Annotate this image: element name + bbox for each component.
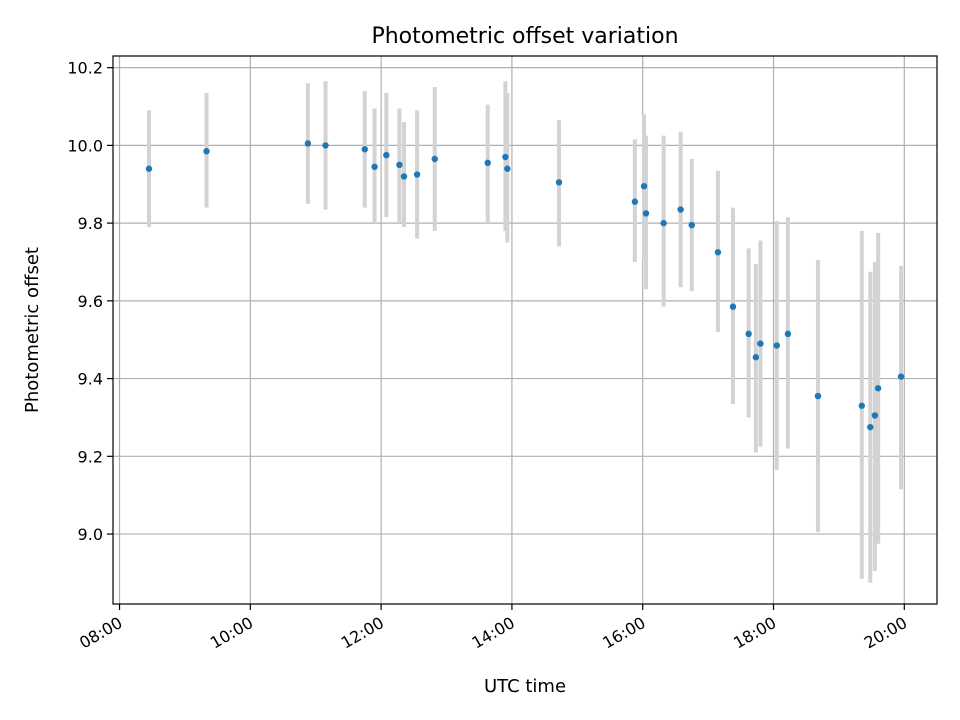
data-point	[361, 146, 368, 153]
data-point	[502, 153, 509, 161]
data-point	[729, 303, 737, 310]
data-point	[773, 342, 780, 349]
data-point	[752, 354, 760, 361]
y-tick-label: 9.6	[78, 292, 103, 311]
data-point	[714, 249, 722, 256]
data-point	[858, 402, 865, 409]
data-point	[688, 221, 695, 229]
data-point	[640, 182, 648, 190]
data-point	[897, 373, 905, 380]
y-tick-label: 9.8	[78, 214, 103, 233]
y-tick-label: 10.2	[67, 59, 103, 78]
data-point	[871, 412, 879, 419]
y-tick-label: 10.0	[67, 136, 103, 155]
y-axis-label: Photometric offset	[22, 247, 43, 413]
data-point	[304, 140, 312, 147]
data-point	[867, 423, 874, 431]
data-point	[504, 165, 511, 172]
chart-title: Photometric offset variation	[371, 24, 678, 49]
data-point	[400, 173, 408, 180]
x-axis-label: UTC time	[484, 676, 566, 697]
data-point	[874, 385, 882, 392]
data-point	[203, 148, 210, 155]
data-point	[413, 171, 421, 178]
data-point	[631, 198, 639, 205]
data-point	[383, 151, 390, 159]
y-axis-ticks: 9.0 9.2 9.4 9.6 9.8 10.0 10.2	[67, 59, 113, 544]
data-point	[757, 340, 764, 347]
y-tick-label: 9.0	[78, 525, 103, 544]
data-point	[814, 392, 822, 400]
data-points	[145, 140, 905, 431]
data-point	[484, 159, 491, 167]
data-point	[396, 161, 403, 169]
plot-frame	[112, 55, 938, 605]
y-tick-label: 9.4	[78, 370, 103, 389]
data-point	[145, 165, 153, 172]
data-point	[784, 330, 792, 338]
data-point	[660, 219, 667, 227]
data-point	[642, 210, 650, 217]
data-point	[371, 163, 378, 170]
data-point	[322, 142, 329, 149]
grid	[113, 56, 937, 604]
data-point	[431, 155, 438, 163]
data-point	[555, 179, 563, 186]
data-point	[677, 206, 684, 213]
y-tick-label: 9.2	[78, 447, 103, 466]
data-point	[745, 330, 752, 338]
